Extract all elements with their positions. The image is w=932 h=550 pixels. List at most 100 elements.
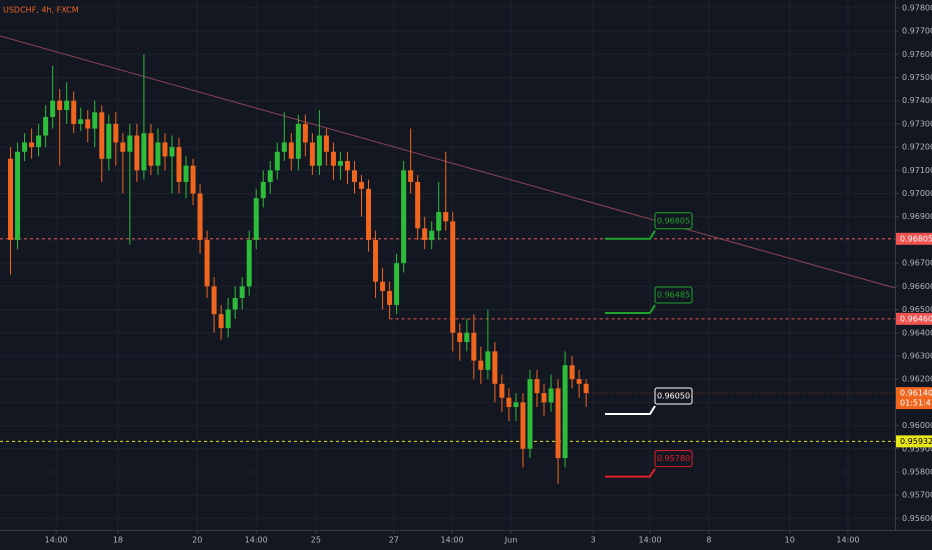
candle-body [309,142,315,166]
trendline [0,35,896,289]
candle-body [85,119,91,129]
candle-body [373,239,379,282]
y-tick-label: 0.95900 [902,444,932,453]
candle-body [471,332,477,361]
candle-body [50,100,56,117]
y-tick-label: 0.95600 [902,514,932,523]
candle-body [169,147,175,157]
candle-body [387,290,393,305]
candle-body [162,142,168,157]
candle-body [513,402,519,408]
y-tick-label: 0.96400 [902,328,932,337]
y-tick-label: 0.97200 [902,143,932,152]
candle-body [260,181,266,199]
last-price-label: 0.96140 [900,389,932,398]
y-tick-label: 0.96600 [902,282,932,291]
target-line [605,230,656,240]
candle-body [106,123,112,159]
candle-body [204,239,210,287]
candle-body [267,170,273,182]
candle-body [316,135,322,166]
candle-body [401,170,407,264]
x-tick-label: 8 [706,536,711,545]
target-label: 0.96805 [657,216,690,225]
y-tick-label: 0.95700 [902,491,932,500]
candle-body [380,281,386,291]
candle-body [408,170,414,182]
price-tag-label: 0.95932 [900,437,932,446]
y-tick-label: 0.96200 [902,375,932,384]
x-tick-label: 14:00 [638,536,661,545]
x-tick-label: 14:00 [441,536,464,545]
candle-body [436,212,442,231]
target-line [605,468,656,478]
candle-body [534,379,540,394]
candle-body [569,365,575,380]
candle-body [190,165,196,194]
candle-body [134,135,140,171]
candle-body [29,142,35,148]
y-tick-label: 0.95800 [902,467,932,476]
candle-body [415,181,421,229]
y-tick-label: 0.96300 [902,351,932,360]
y-tick-label: 0.97600 [902,50,932,59]
x-tick-label: 10 [785,536,795,545]
candle-body [366,188,372,240]
candle-body [127,135,133,152]
candle-body [197,193,203,240]
candle-body [555,388,561,459]
candle-body [394,263,400,305]
candle-body [225,309,231,329]
chart-title: USDCHF, 4h, FXCM [3,6,79,15]
candle-body [43,116,49,136]
y-tick-label: 0.96000 [902,421,932,430]
candle-body [323,135,329,152]
price-tag [896,435,932,448]
countdown: 01:51:47 [900,399,932,408]
candle-body [71,100,77,124]
candle-body [36,135,42,148]
y-tick-label: 0.97100 [902,166,932,175]
target-line [605,304,656,315]
candle-body [492,351,498,384]
candle-body [478,360,484,370]
candle-body [457,332,463,343]
price-tag [896,232,932,245]
candle-body [246,239,252,287]
candle-body [485,351,491,370]
y-tick-label: 0.97000 [902,189,932,198]
candle-body [429,230,435,240]
candle-body [183,165,189,182]
price-tag [896,312,932,325]
candle-body [422,228,428,240]
candle-body [576,379,582,384]
target-label: 0.96485 [657,291,690,300]
candle-body [113,123,119,143]
candle-body [274,151,280,171]
target-line [605,405,656,415]
candle-body [288,142,294,159]
candle-body [64,100,70,110]
y-tick-label: 0.96700 [902,259,932,268]
x-tick-label: 25 [311,536,321,545]
candle-body [99,112,105,159]
x-tick-label: 20 [192,536,202,545]
candle-body [15,151,21,240]
candle-body [253,198,259,240]
candle-body [148,133,154,166]
target-label: 0.96050 [657,391,690,400]
price-tag-label: 0.96460 [900,314,932,323]
y-tick-label: 0.97300 [902,119,932,128]
candle-body [330,151,336,166]
target-box [654,212,693,230]
candle-body [155,142,161,166]
target-label: 0.95780 [657,454,690,463]
candle-body [351,170,357,182]
x-tick-label: Jun [504,536,518,545]
candle-body [450,221,456,333]
target-box [654,450,693,468]
candle-body [359,181,365,189]
candle-body [295,123,301,159]
candle-body [218,314,224,329]
candle-body [281,142,287,152]
